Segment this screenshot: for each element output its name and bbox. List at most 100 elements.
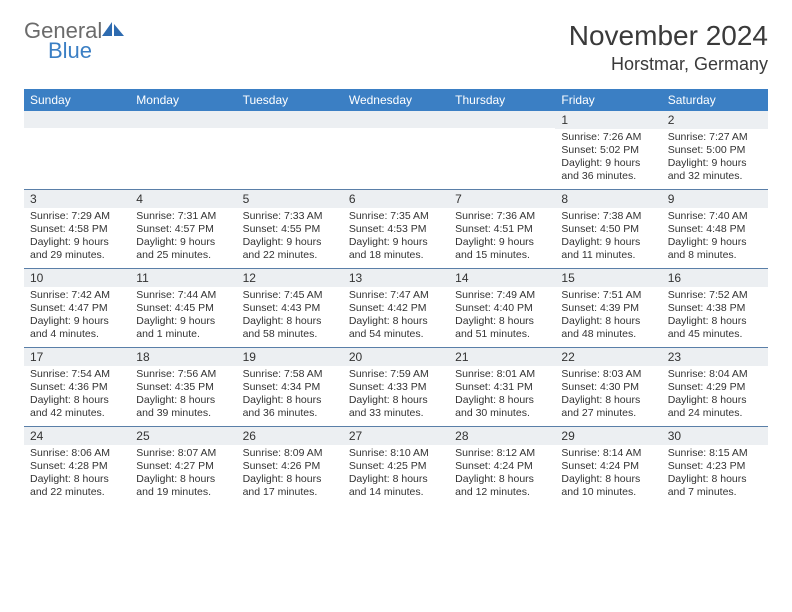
day-number: 23 [662, 348, 768, 366]
daylight-text: Daylight: 8 hours and 36 minutes. [243, 394, 337, 420]
sunrise-text: Sunrise: 8:12 AM [455, 447, 549, 460]
day-body: Sunrise: 8:01 AMSunset: 4:31 PMDaylight:… [449, 366, 555, 425]
day-cell: 13Sunrise: 7:47 AMSunset: 4:42 PMDayligh… [343, 269, 449, 347]
sunrise-text: Sunrise: 7:40 AM [668, 210, 762, 223]
sunrise-text: Sunrise: 7:45 AM [243, 289, 337, 302]
day-cell [24, 111, 130, 189]
daylight-text: Daylight: 9 hours and 25 minutes. [136, 236, 230, 262]
sunset-text: Sunset: 4:51 PM [455, 223, 549, 236]
day-number: 2 [662, 111, 768, 129]
daylight-text: Daylight: 8 hours and 48 minutes. [561, 315, 655, 341]
day-number: 21 [449, 348, 555, 366]
weekday-header: Wednesday [343, 89, 449, 111]
sunrise-text: Sunrise: 7:51 AM [561, 289, 655, 302]
weekday-header-row: Sunday Monday Tuesday Wednesday Thursday… [24, 89, 768, 111]
day-body: Sunrise: 7:42 AMSunset: 4:47 PMDaylight:… [24, 287, 130, 346]
day-body: Sunrise: 7:40 AMSunset: 4:48 PMDaylight:… [662, 208, 768, 267]
sunset-text: Sunset: 4:58 PM [30, 223, 124, 236]
sunrise-text: Sunrise: 7:33 AM [243, 210, 337, 223]
day-cell [237, 111, 343, 189]
daylight-text: Daylight: 9 hours and 11 minutes. [561, 236, 655, 262]
day-number: 28 [449, 427, 555, 445]
sunset-text: Sunset: 4:24 PM [561, 460, 655, 473]
daylight-text: Daylight: 8 hours and 19 minutes. [136, 473, 230, 499]
day-number [449, 111, 555, 128]
logo-text: General Blue [24, 20, 124, 62]
day-number [24, 111, 130, 128]
weeks-container: 1Sunrise: 7:26 AMSunset: 5:02 PMDaylight… [24, 111, 768, 505]
daylight-text: Daylight: 9 hours and 22 minutes. [243, 236, 337, 262]
day-body: Sunrise: 7:56 AMSunset: 4:35 PMDaylight:… [130, 366, 236, 425]
page-title: November 2024 [569, 20, 768, 52]
day-number: 8 [555, 190, 661, 208]
day-number: 22 [555, 348, 661, 366]
daylight-text: Daylight: 8 hours and 58 minutes. [243, 315, 337, 341]
day-cell: 2Sunrise: 7:27 AMSunset: 5:00 PMDaylight… [662, 111, 768, 189]
sunset-text: Sunset: 4:35 PM [136, 381, 230, 394]
sunset-text: Sunset: 4:53 PM [349, 223, 443, 236]
day-body: Sunrise: 8:12 AMSunset: 4:24 PMDaylight:… [449, 445, 555, 504]
day-cell: 15Sunrise: 7:51 AMSunset: 4:39 PMDayligh… [555, 269, 661, 347]
sunset-text: Sunset: 4:42 PM [349, 302, 443, 315]
day-number: 17 [24, 348, 130, 366]
day-number: 10 [24, 269, 130, 287]
day-body: Sunrise: 8:06 AMSunset: 4:28 PMDaylight:… [24, 445, 130, 504]
day-cell [130, 111, 236, 189]
day-number: 1 [555, 111, 661, 129]
daylight-text: Daylight: 8 hours and 22 minutes. [30, 473, 124, 499]
daylight-text: Daylight: 8 hours and 10 minutes. [561, 473, 655, 499]
sunrise-text: Sunrise: 8:01 AM [455, 368, 549, 381]
day-cell: 27Sunrise: 8:10 AMSunset: 4:25 PMDayligh… [343, 427, 449, 505]
sunset-text: Sunset: 4:55 PM [243, 223, 337, 236]
day-cell: 19Sunrise: 7:58 AMSunset: 4:34 PMDayligh… [237, 348, 343, 426]
day-number [343, 111, 449, 128]
sunset-text: Sunset: 4:43 PM [243, 302, 337, 315]
weekday-header: Monday [130, 89, 236, 111]
calendar: Sunday Monday Tuesday Wednesday Thursday… [24, 89, 768, 505]
day-body: Sunrise: 7:45 AMSunset: 4:43 PMDaylight:… [237, 287, 343, 346]
day-body: Sunrise: 7:27 AMSunset: 5:00 PMDaylight:… [662, 129, 768, 188]
day-number: 27 [343, 427, 449, 445]
day-cell: 21Sunrise: 8:01 AMSunset: 4:31 PMDayligh… [449, 348, 555, 426]
sunset-text: Sunset: 4:30 PM [561, 381, 655, 394]
sunrise-text: Sunrise: 8:14 AM [561, 447, 655, 460]
day-number: 24 [24, 427, 130, 445]
sunrise-text: Sunrise: 8:03 AM [561, 368, 655, 381]
day-body: Sunrise: 7:58 AMSunset: 4:34 PMDaylight:… [237, 366, 343, 425]
sunset-text: Sunset: 4:24 PM [455, 460, 549, 473]
weekday-header: Sunday [24, 89, 130, 111]
day-cell: 6Sunrise: 7:35 AMSunset: 4:53 PMDaylight… [343, 190, 449, 268]
sunset-text: Sunset: 4:28 PM [30, 460, 124, 473]
logo: General Blue [24, 20, 124, 62]
weekday-header: Thursday [449, 89, 555, 111]
day-number: 14 [449, 269, 555, 287]
day-body: Sunrise: 8:09 AMSunset: 4:26 PMDaylight:… [237, 445, 343, 504]
header: General Blue November 2024 Horstmar, Ger… [24, 20, 768, 75]
day-body: Sunrise: 7:59 AMSunset: 4:33 PMDaylight:… [343, 366, 449, 425]
day-cell: 24Sunrise: 8:06 AMSunset: 4:28 PMDayligh… [24, 427, 130, 505]
sunrise-text: Sunrise: 7:58 AM [243, 368, 337, 381]
day-cell: 3Sunrise: 7:29 AMSunset: 4:58 PMDaylight… [24, 190, 130, 268]
daylight-text: Daylight: 8 hours and 17 minutes. [243, 473, 337, 499]
title-block: November 2024 Horstmar, Germany [569, 20, 768, 75]
sunset-text: Sunset: 4:26 PM [243, 460, 337, 473]
sunrise-text: Sunrise: 8:07 AM [136, 447, 230, 460]
daylight-text: Daylight: 9 hours and 8 minutes. [668, 236, 762, 262]
day-body: Sunrise: 8:14 AMSunset: 4:24 PMDaylight:… [555, 445, 661, 504]
day-number: 18 [130, 348, 236, 366]
day-number: 4 [130, 190, 236, 208]
week-row: 3Sunrise: 7:29 AMSunset: 4:58 PMDaylight… [24, 189, 768, 268]
day-number: 3 [24, 190, 130, 208]
week-row: 24Sunrise: 8:06 AMSunset: 4:28 PMDayligh… [24, 426, 768, 505]
sunset-text: Sunset: 4:50 PM [561, 223, 655, 236]
sunrise-text: Sunrise: 8:06 AM [30, 447, 124, 460]
day-body: Sunrise: 8:04 AMSunset: 4:29 PMDaylight:… [662, 366, 768, 425]
sunset-text: Sunset: 4:29 PM [668, 381, 762, 394]
daylight-text: Daylight: 8 hours and 54 minutes. [349, 315, 443, 341]
daylight-text: Daylight: 8 hours and 7 minutes. [668, 473, 762, 499]
day-cell: 8Sunrise: 7:38 AMSunset: 4:50 PMDaylight… [555, 190, 661, 268]
sunrise-text: Sunrise: 7:52 AM [668, 289, 762, 302]
day-number: 30 [662, 427, 768, 445]
sunrise-text: Sunrise: 7:36 AM [455, 210, 549, 223]
day-number: 29 [555, 427, 661, 445]
